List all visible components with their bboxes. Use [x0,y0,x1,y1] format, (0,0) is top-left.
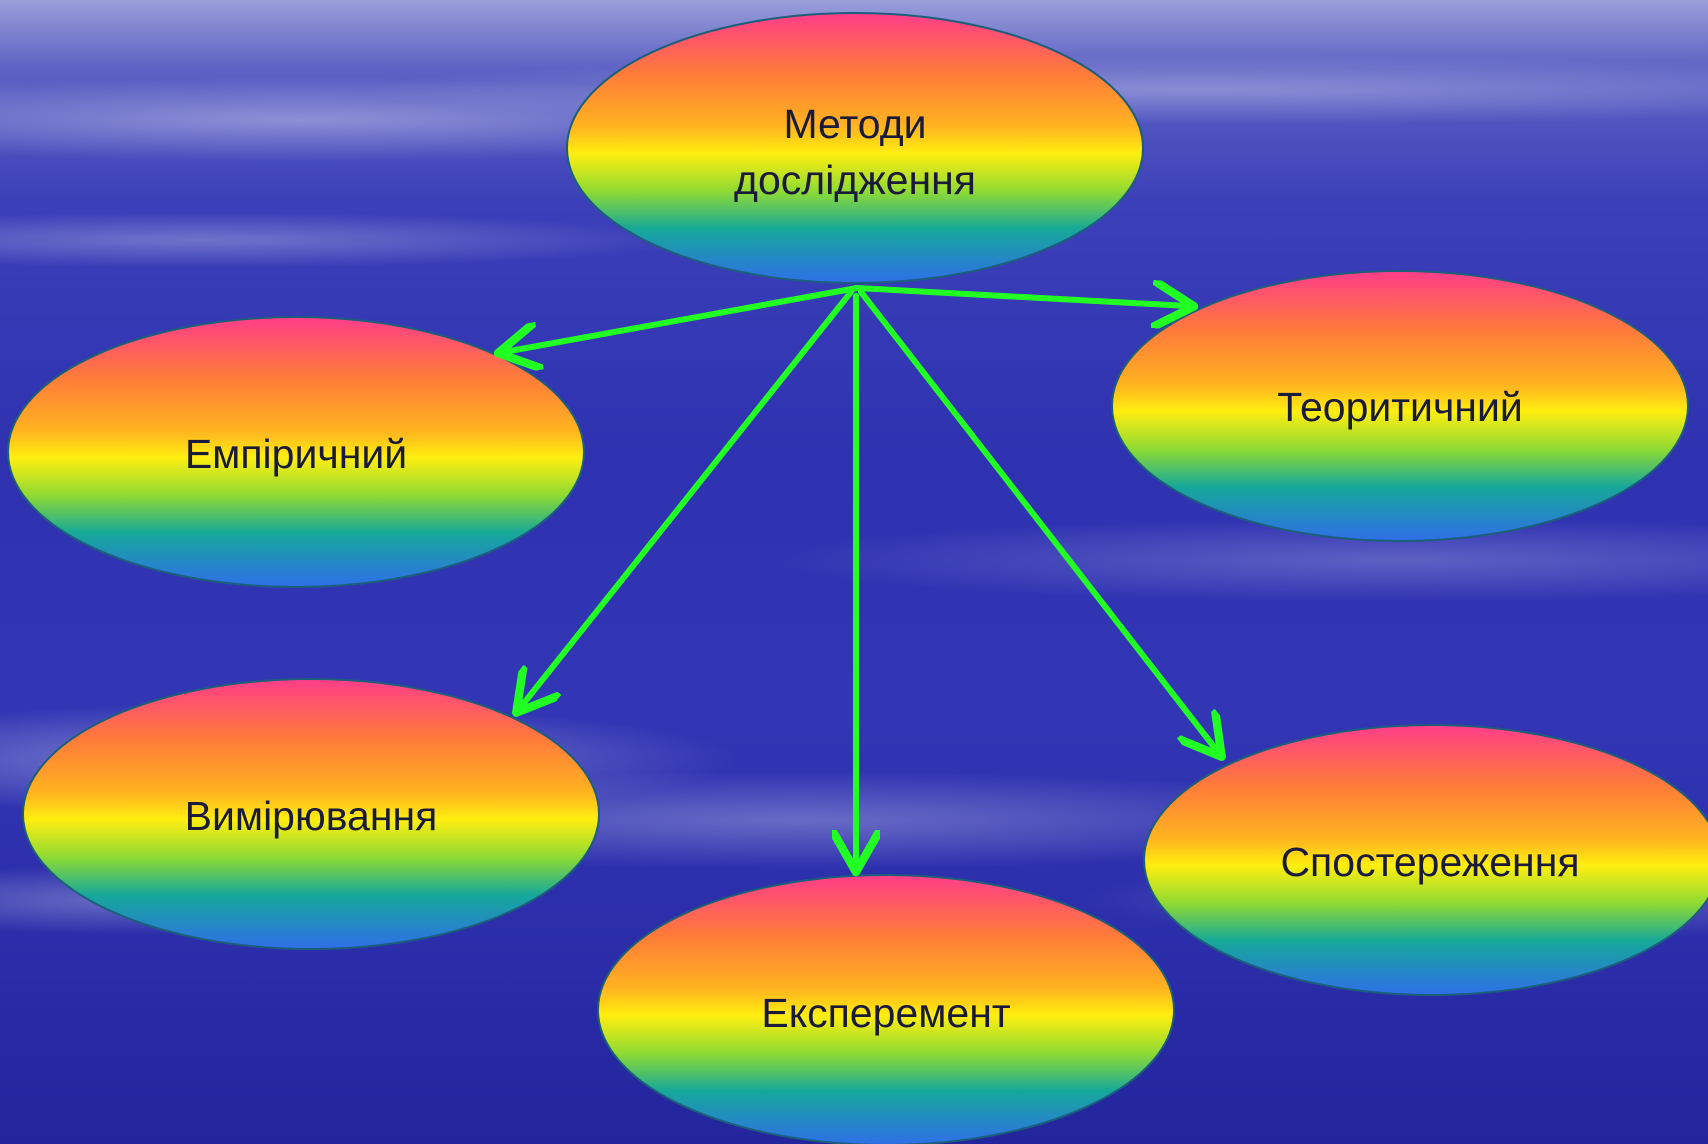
arrow-to-observation [858,289,1218,752]
root-ellipse [566,12,1144,284]
empirical-label: Емпіричний [185,431,407,477]
arrow-to-measurement [520,289,854,708]
empirical-ellipse [7,316,585,588]
theoretical-ellipse [1111,270,1689,542]
root-label-line2: дослідження [734,157,976,203]
observation-ellipse [1143,724,1708,996]
theoretical-label: Теоритичний [1277,384,1523,430]
observation-label: Спостереження [1280,839,1579,885]
measurement-label: Вимірювання [185,793,438,839]
arrow-to-empirical [504,285,860,352]
root-label-line1: Методи [783,101,926,147]
measurement-ellipse [22,678,600,950]
arrow-to-theoretical [854,288,1188,306]
experiment-ellipse [597,874,1175,1144]
experiment-label: Експеремент [761,990,1010,1036]
